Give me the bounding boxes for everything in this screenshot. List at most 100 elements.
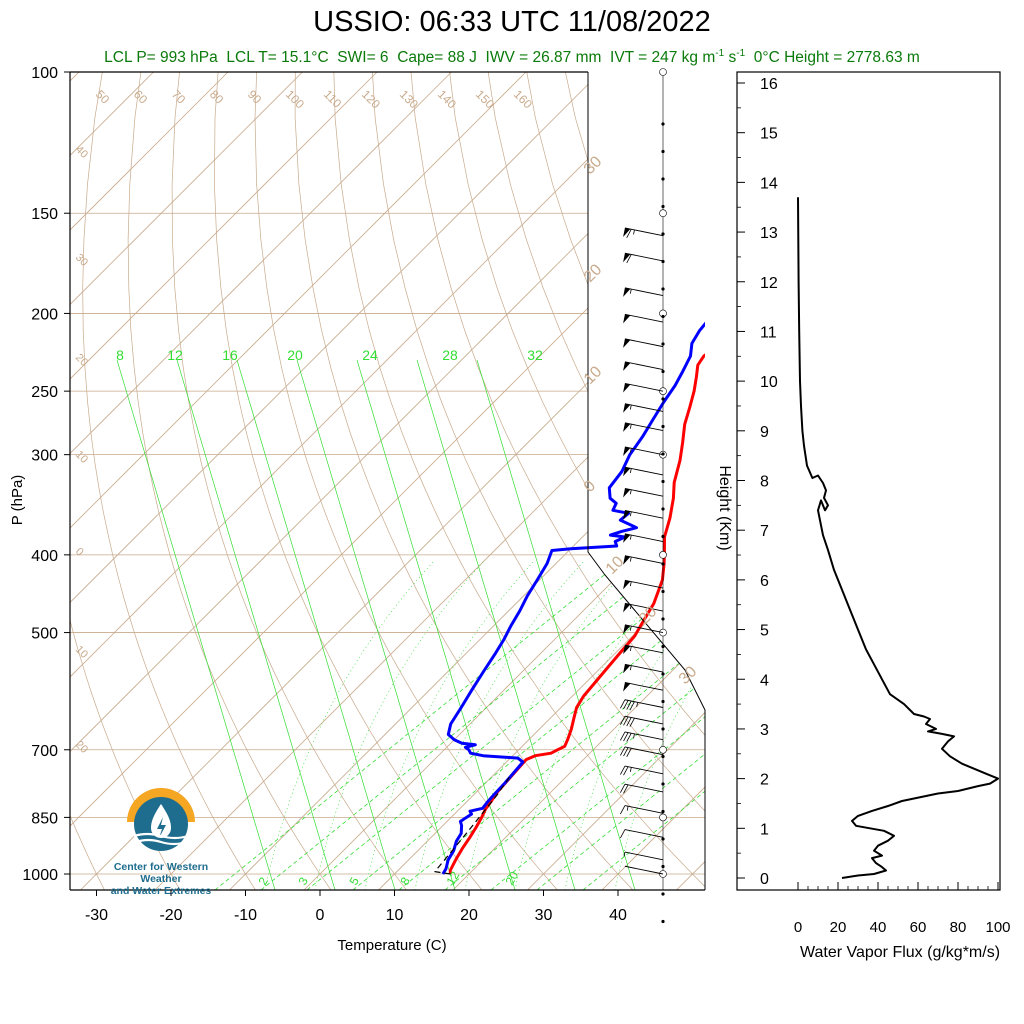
level-dot — [661, 122, 665, 126]
y-axis-title: P (hPa) — [9, 475, 26, 526]
wind-barb-half — [629, 511, 632, 517]
isotherm-line — [303, 488, 705, 890]
wind-barb — [623, 446, 664, 456]
sounding-parameters: LCL P= 993 hPa LCL T= 15.1°C SWI= 6 Cape… — [0, 48, 1024, 67]
height-tick-label: 3 — [760, 722, 769, 739]
iwv-value: IWV = 26.87 mm — [485, 49, 602, 67]
wind-barb-full — [620, 699, 626, 709]
isotherm-label: 90 — [245, 87, 265, 107]
mixing-ratio-dashed — [352, 604, 705, 890]
dry-adiabat — [782, 35, 1024, 891]
level-dot — [661, 919, 665, 924]
flux-tick-label: 20 — [830, 919, 847, 936]
dry-adiabat — [254, 72, 558, 890]
wind-barb-half — [629, 626, 632, 631]
pressure-tick-label: 850 — [31, 810, 58, 827]
height-tick-label: 4 — [760, 672, 769, 689]
wind-barb-staff — [624, 746, 664, 756]
lcl-pressure: LCL P= 993 hPa — [104, 49, 218, 67]
wind-barb-half — [629, 767, 632, 772]
mixing-ratio-line — [236, 359, 396, 890]
wind-barb — [623, 555, 664, 565]
mixing-ratio-label: 20 — [287, 347, 303, 363]
pressure-tick-label: 700 — [31, 743, 58, 760]
isotherm-label: 70 — [169, 87, 189, 107]
dry-adiabat — [372, 72, 705, 812]
mixing-ratio-label-lower: 20 — [502, 869, 521, 888]
level-dot — [661, 369, 665, 374]
level-dot — [661, 424, 665, 429]
wind-barb-flag — [623, 314, 631, 324]
level-marker — [659, 745, 667, 754]
wind-barb-half — [629, 424, 632, 429]
height-tick-label: 2 — [760, 772, 769, 789]
wind-barb-flag — [623, 682, 631, 692]
wind-barb-full — [620, 716, 626, 725]
wind-barb-flag — [623, 287, 631, 297]
level-dot — [661, 589, 665, 594]
level-dot — [661, 479, 665, 484]
level-marker — [659, 551, 667, 559]
mixing-ratio-label: 8 — [116, 347, 124, 363]
isotherm-label-left: 10 — [73, 644, 90, 661]
isotherm-label-left: 30 — [73, 252, 90, 269]
temperature-tick-label: 10 — [386, 907, 404, 924]
mixing-ratio-label: 24 — [362, 347, 378, 363]
pressure-tick-label: 1000 — [22, 867, 58, 884]
mixing-ratio-label: 12 — [167, 347, 183, 363]
wind-barb-staff — [624, 783, 664, 793]
wind-barb-staff — [624, 682, 664, 691]
level-marker — [659, 209, 667, 218]
mixing-ratio-label-lower: 2 — [255, 874, 271, 887]
isotherm-line — [452, 637, 705, 890]
wind-barb — [623, 422, 664, 432]
mixing-ratio-line — [176, 359, 336, 890]
lcl-temperature: LCL T= 15.1°C — [226, 49, 329, 67]
wind-barb-staff — [624, 313, 664, 323]
flux-tick-label: 0 — [794, 919, 802, 936]
wind-barb — [623, 624, 664, 634]
pressure-tick-label: 100 — [31, 65, 58, 82]
isotherm-line — [70, 72, 452, 455]
temperature-tick-label: 30 — [535, 907, 553, 924]
isotherm-line — [751, 72, 1024, 890]
temperature-tick-label: 20 — [460, 907, 478, 924]
flux-line — [797, 197, 999, 879]
mixing-ratio-label-lower: 12 — [443, 869, 462, 888]
level-dot — [661, 232, 665, 236]
wind-barb — [623, 361, 664, 371]
height-tick-label: 0 — [760, 871, 769, 888]
dry-adiabat — [680, 72, 705, 143]
wind-barb — [623, 851, 664, 861]
height-tick-label: 10 — [760, 374, 778, 391]
height-tick-label: 15 — [760, 126, 778, 143]
height-tick-label: 6 — [760, 573, 769, 590]
height-tick-label: 8 — [760, 474, 769, 491]
mixing-ratio-dashed — [214, 549, 636, 890]
mixing-ratio-dashed — [398, 641, 705, 890]
isotherm-line — [70, 72, 229, 231]
dry-adiabat — [171, 72, 407, 890]
height-tick-label: 7 — [760, 523, 769, 540]
wind-barb — [623, 313, 664, 324]
wind-barb — [623, 533, 664, 543]
wind-barb-full — [623, 747, 629, 757]
wind-barb — [623, 509, 664, 520]
wind-barb-flag — [623, 361, 631, 371]
wind-barb — [623, 382, 664, 393]
level-dot — [661, 287, 665, 291]
isotherm-line — [70, 72, 527, 529]
chart-title: USSIO: 06:33 UTC 11/08/2022 — [313, 6, 711, 38]
wind-barb-flag — [623, 624, 631, 634]
wind-barb-half — [629, 289, 632, 294]
wind-barb — [623, 682, 664, 692]
wind-barb-staff — [624, 865, 664, 875]
ivt-exponent-2: -1 — [736, 48, 746, 59]
wind-barb-staff — [624, 382, 664, 392]
wind-barb-half — [629, 646, 632, 652]
level-marker — [659, 813, 667, 822]
temperature-tick-label: 0 — [316, 907, 325, 924]
dry-adiabat — [410, 72, 705, 736]
zero-degree-height: 0°C Height = 2778.63 m — [753, 49, 920, 67]
wind-barb-full — [623, 732, 629, 742]
